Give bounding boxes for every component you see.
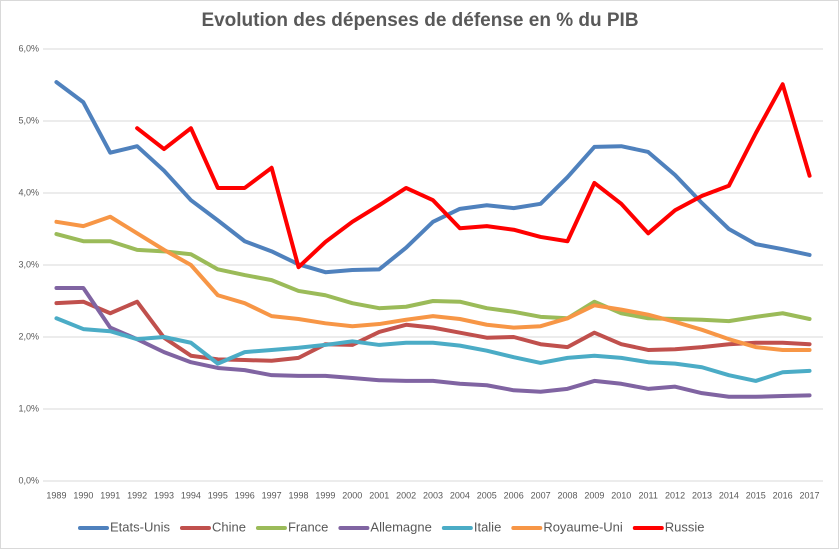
x-tick-label: 2004: [450, 490, 470, 500]
x-tick-label: 2011: [638, 490, 657, 500]
x-tick-label: 1995: [208, 490, 228, 500]
series-line: [54, 214, 812, 352]
series-line: [54, 80, 812, 275]
legend-label: Russie: [665, 519, 705, 534]
y-tick-label: 6,0%: [18, 43, 39, 53]
x-tick-label: 2012: [665, 490, 685, 500]
x-tick-label: 1994: [181, 490, 201, 500]
legend-label: Chine: [212, 519, 246, 534]
x-tick-label: 1997: [262, 490, 282, 500]
y-tick-label: 0,0%: [18, 475, 39, 485]
x-tick-label: 1999: [315, 490, 335, 500]
x-tick-label: 2013: [692, 490, 712, 500]
x-tick-label: 2005: [477, 490, 497, 500]
x-tick-label: 1990: [73, 490, 93, 500]
x-tick-label: 1989: [46, 490, 66, 500]
x-tick-label: 2017: [800, 490, 820, 500]
legend-label: Italie: [474, 519, 501, 534]
series-line: [135, 82, 812, 270]
legend-label: Allemagne: [370, 519, 431, 534]
x-tick-label: 2010: [611, 490, 631, 500]
legend-label: France: [288, 519, 328, 534]
x-tick-label: 2014: [719, 490, 739, 500]
x-tick-label: 2001: [369, 490, 389, 500]
x-tick-label: 2007: [531, 490, 551, 500]
series-line: [54, 286, 812, 399]
series-line: [54, 316, 812, 383]
x-tick-label: 1996: [235, 490, 255, 500]
x-tick-label: 2009: [584, 490, 604, 500]
x-tick-label: 2006: [504, 490, 524, 500]
x-tick-label: 1998: [289, 490, 309, 500]
legend-label: Royaume-Uni: [543, 519, 623, 534]
x-tick-label: 2000: [342, 490, 362, 500]
x-tick-label: 1991: [100, 490, 120, 500]
y-tick-label: 5,0%: [18, 115, 39, 125]
x-tick-label: 2016: [773, 490, 793, 500]
y-tick-label: 2,0%: [18, 331, 39, 341]
x-tick-label: 2015: [746, 490, 766, 500]
y-tick-label: 3,0%: [18, 259, 39, 269]
y-tick-label: 1,0%: [18, 403, 39, 413]
chart-title: Evolution des dépenses de défense en % d…: [201, 10, 638, 31]
legend-label: Etats-Unis: [110, 519, 170, 534]
x-tick-label: 2002: [396, 490, 416, 500]
x-tick-label: 2008: [557, 490, 577, 500]
x-tick-label: 2003: [423, 490, 443, 500]
series-line: [54, 232, 812, 324]
y-tick-label: 4,0%: [18, 187, 39, 197]
x-tick-label: 1992: [127, 490, 147, 500]
x-tick-label: 1993: [154, 490, 174, 500]
series-line: [54, 299, 812, 363]
